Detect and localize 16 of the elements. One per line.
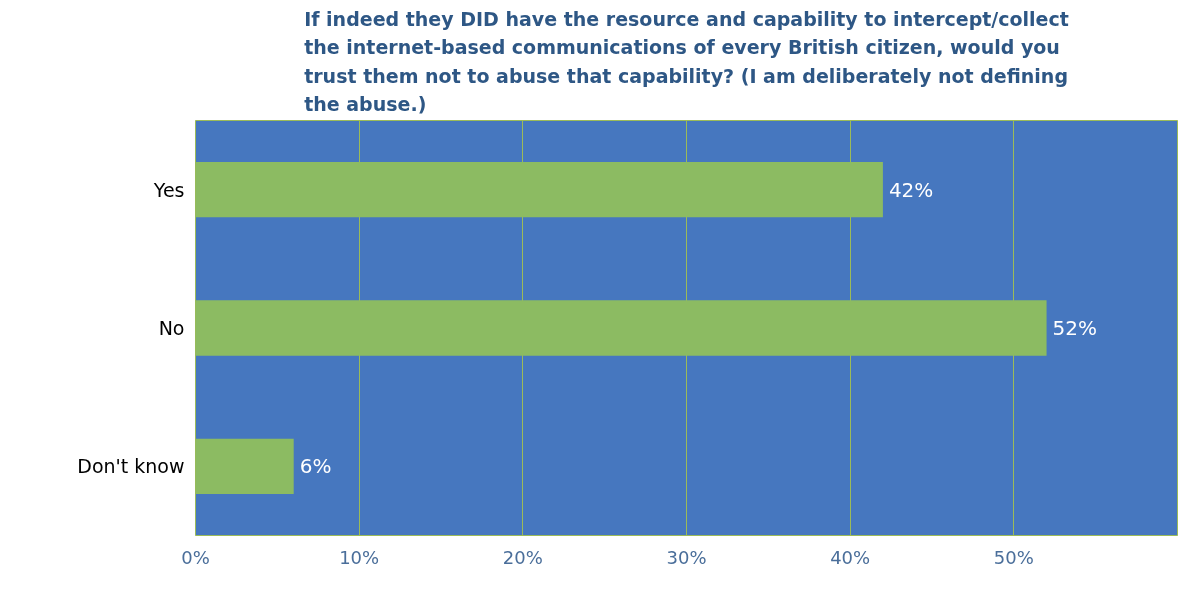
y-tick-label: Yes — [152, 178, 185, 201]
bar — [195, 438, 294, 494]
chart-title: If indeed they DID have the resource and capability to intercept/collect the internet-based communications of every British citizen, would you trust them not to abuse that capability? (I am deliberately not defining the abuse.) — [304, 7, 1069, 116]
y-tick-label: No — [158, 317, 185, 339]
x-tick-label: 10% — [339, 546, 380, 568]
bar — [195, 162, 883, 218]
x-tick-label: 40% — [830, 546, 871, 568]
y-tick-label: Don't know — [77, 455, 185, 478]
x-tick-label: 30% — [666, 546, 707, 568]
data-label: 6% — [299, 454, 332, 479]
x-tick-label: 0% — [181, 546, 210, 568]
data-label: 42% — [888, 177, 934, 202]
data-label: 52% — [1052, 316, 1098, 340]
bar — [195, 300, 1047, 356]
x-tick-label: 20% — [502, 546, 543, 568]
x-tick-label: 50% — [993, 546, 1034, 568]
